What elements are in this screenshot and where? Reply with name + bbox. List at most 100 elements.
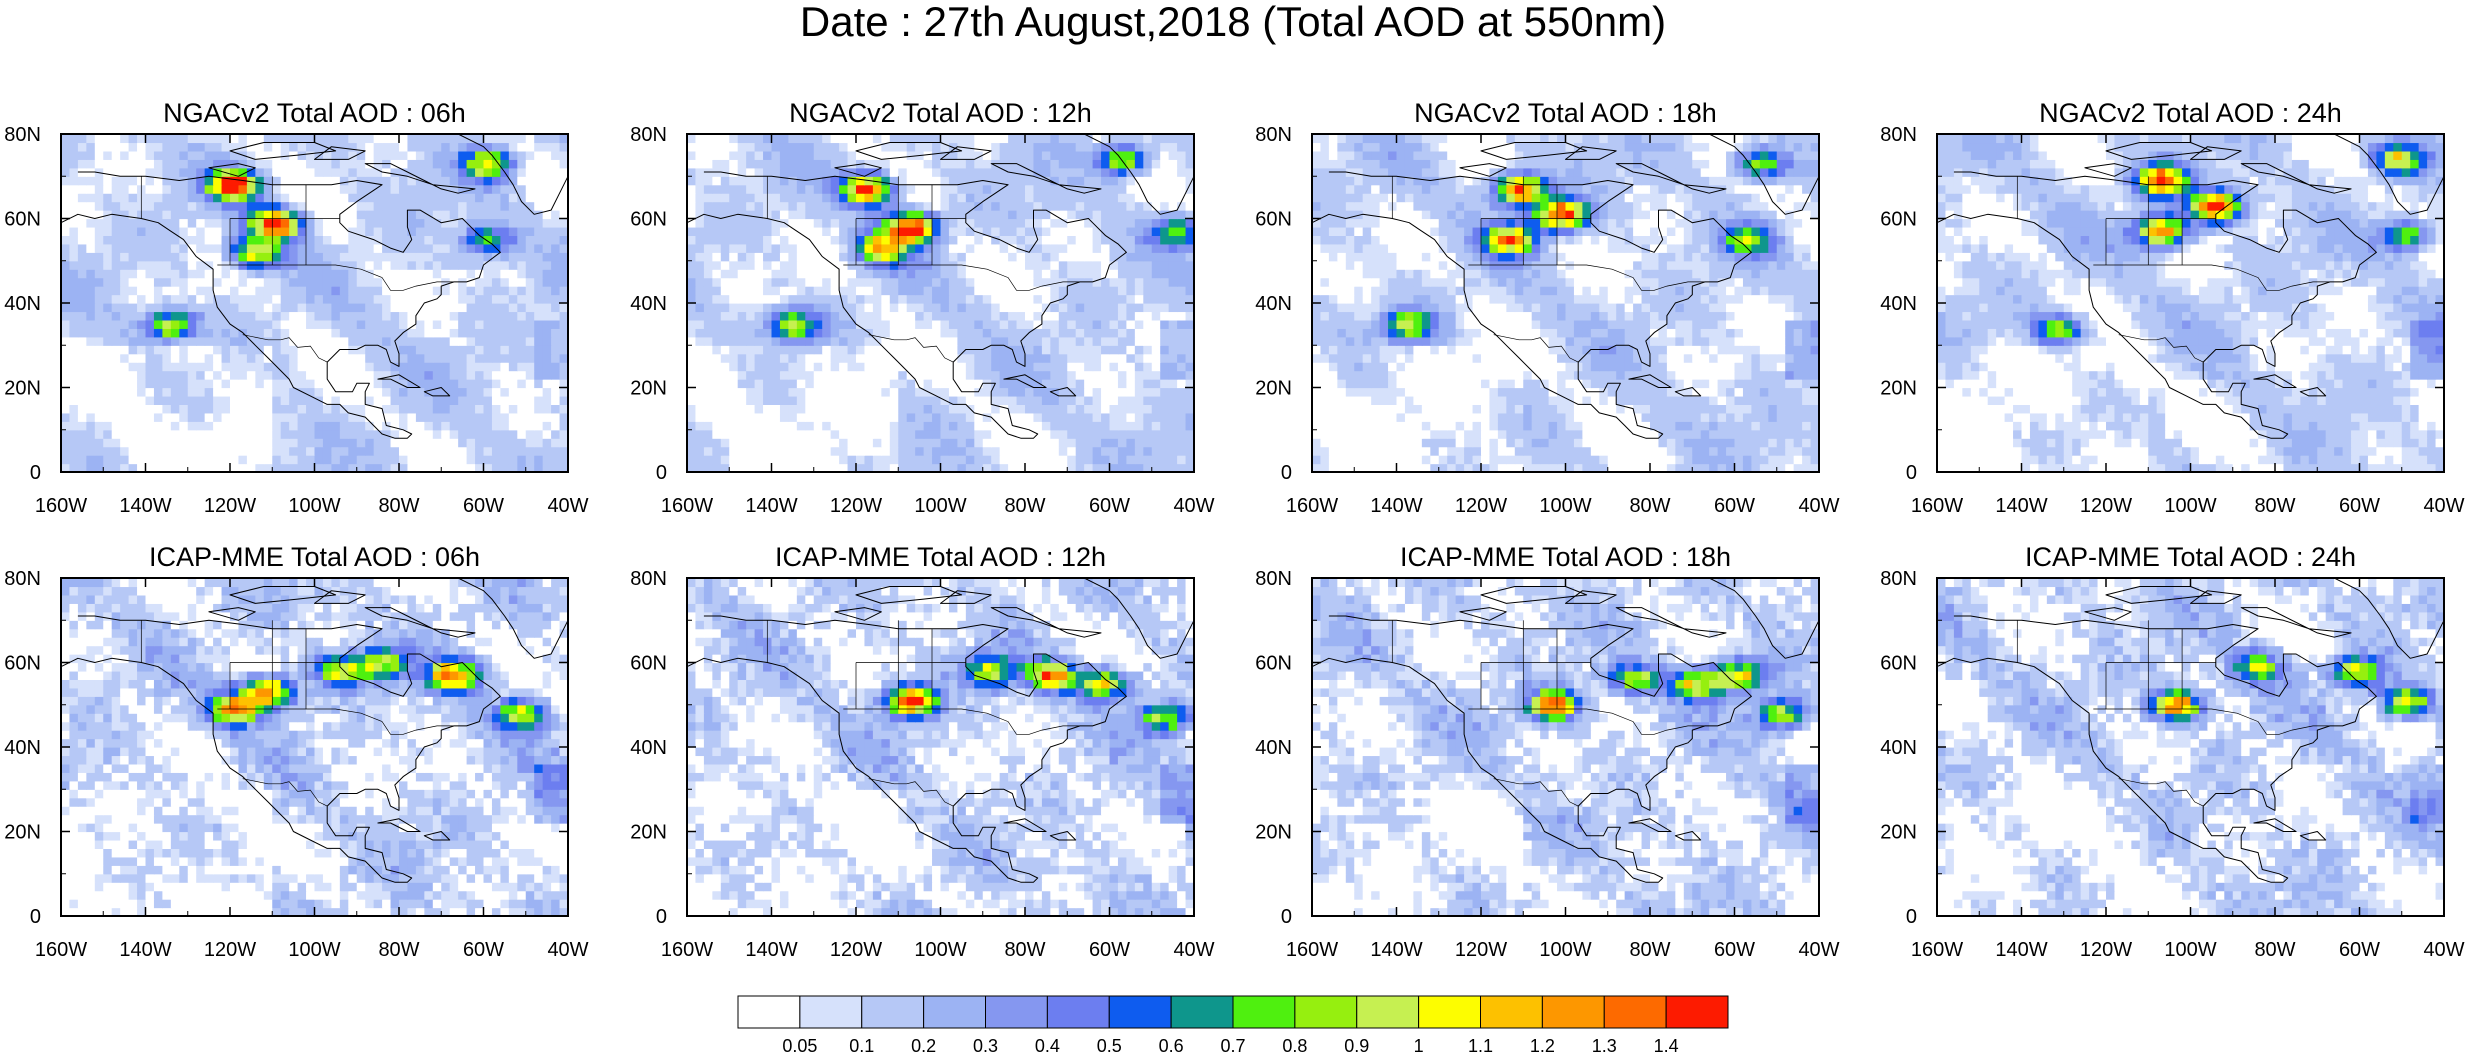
coastline-hispaniola bbox=[1674, 831, 1702, 841]
coastline-baffin bbox=[1615, 163, 1727, 194]
coastline-hispaniola bbox=[423, 387, 451, 397]
x-tick-label: 80W bbox=[378, 939, 419, 961]
x-tick-label: 60W bbox=[1714, 495, 1755, 517]
coastline-greenland bbox=[2333, 578, 2444, 659]
panel-title: NGACv2 Total AOD : 12h bbox=[789, 98, 1092, 128]
x-tick-label: 140W bbox=[1370, 495, 1422, 517]
borders bbox=[1391, 176, 1705, 363]
coastline-arctic-island bbox=[1459, 607, 1507, 621]
border-line bbox=[843, 708, 1080, 735]
border-line bbox=[1468, 708, 1705, 735]
coastline-arctic-island bbox=[2084, 163, 2132, 177]
x-tick-label: 160W bbox=[1286, 495, 1338, 517]
y-tick-label: 0 bbox=[656, 462, 667, 484]
border-line bbox=[1468, 264, 1705, 291]
coastline-north-america bbox=[61, 171, 501, 439]
coastline-baffin bbox=[2240, 607, 2352, 638]
y-tick-label: 60N bbox=[4, 653, 41, 675]
x-tick-label: 100W bbox=[288, 495, 340, 517]
coastline-arctic-island bbox=[229, 586, 337, 604]
colorbar-label: 0.2 bbox=[911, 1036, 936, 1056]
x-tick-label: 80W bbox=[1629, 939, 1670, 961]
colorbar-box bbox=[1665, 995, 1729, 1029]
y-tick-label: 60N bbox=[630, 653, 667, 675]
coastline-arctic-island bbox=[1480, 142, 1588, 160]
coastline-cuba bbox=[2253, 374, 2297, 388]
x-tick-label: 140W bbox=[119, 939, 171, 961]
borders bbox=[2016, 176, 2330, 363]
x-tick-label: 120W bbox=[1455, 495, 1507, 517]
x-tick-label: 40W bbox=[2423, 939, 2464, 961]
x-tick-label: 100W bbox=[1539, 495, 1591, 517]
map-panel: ICAP-MME Total AOD : 06h 160W 140W 120W 100W… bbox=[4, 542, 588, 961]
y-tick-label: 60N bbox=[1255, 209, 1292, 231]
coastline-north-america bbox=[1312, 615, 1752, 883]
map-panel: ICAP-MME Total AOD : 18h 160W 140W 120W 100W… bbox=[1255, 542, 1839, 961]
x-tick-label: 40W bbox=[1173, 495, 1214, 517]
coastline-hispaniola bbox=[1049, 831, 1077, 841]
coastline-arctic-island bbox=[2084, 607, 2132, 621]
y-tick-label: 80N bbox=[4, 124, 41, 146]
coastline bbox=[1312, 134, 1819, 439]
coastline bbox=[1312, 578, 1819, 883]
borders bbox=[140, 176, 454, 363]
colorbar-box bbox=[1046, 995, 1110, 1029]
colorbar-box bbox=[1232, 995, 1296, 1029]
panel-title: NGACv2 Total AOD : 06h bbox=[163, 98, 466, 128]
coastline-cuba bbox=[2253, 818, 2297, 832]
x-tick-label: 140W bbox=[119, 495, 171, 517]
border-line bbox=[843, 264, 1080, 291]
aod-field bbox=[61, 134, 568, 472]
aod-field bbox=[1937, 578, 2444, 916]
colorbar-label: 1.4 bbox=[1654, 1036, 1679, 1056]
coastline-cuba bbox=[1003, 374, 1047, 388]
panel-title: ICAP-MME Total AOD : 12h bbox=[775, 542, 1106, 572]
x-tick-label: 40W bbox=[547, 939, 588, 961]
border-line bbox=[1493, 334, 1579, 363]
coastline-arctic-island bbox=[2190, 146, 2242, 160]
x-tick-label: 160W bbox=[35, 495, 87, 517]
y-tick-label: 20N bbox=[1255, 822, 1292, 844]
x-tick-label: 80W bbox=[1004, 495, 1045, 517]
colorbar-box bbox=[985, 995, 1048, 1029]
coastline-arctic-island bbox=[2105, 142, 2213, 160]
colorbar-box bbox=[1603, 995, 1667, 1029]
x-tick-label: 100W bbox=[2164, 495, 2216, 517]
coastline-arctic-island bbox=[855, 586, 963, 604]
x-tick-label: 100W bbox=[1539, 939, 1591, 961]
coastline-baffin bbox=[990, 607, 1102, 638]
coastline-arctic-island bbox=[1565, 590, 1617, 604]
border-line bbox=[242, 334, 328, 363]
colorbar-label: 0.5 bbox=[1097, 1036, 1122, 1056]
coastline-cuba bbox=[377, 374, 421, 388]
y-tick-label: 40N bbox=[1880, 737, 1917, 759]
colorbar-label: 0.05 bbox=[782, 1036, 817, 1056]
colorbar-box bbox=[737, 995, 801, 1029]
colorbar-box bbox=[1294, 995, 1358, 1029]
coastline-north-america bbox=[1312, 171, 1752, 439]
y-tick-label: 0 bbox=[656, 906, 667, 928]
y-tick-label: 80N bbox=[1255, 568, 1292, 590]
colorbar-box bbox=[923, 995, 986, 1029]
border-line bbox=[868, 334, 954, 363]
x-tick-label: 80W bbox=[1004, 939, 1045, 961]
colorbar: 0.05 0.1 0.2 0.3 0.4 0.5 0.6 0.7 0.8 0.9 1 1.1 1.2 1.… bbox=[737, 995, 1729, 1056]
y-tick-label: 20N bbox=[4, 822, 41, 844]
y-tick-label: 40N bbox=[1880, 293, 1917, 315]
colorbar-label: 0.1 bbox=[849, 1036, 874, 1056]
y-tick-label: 40N bbox=[630, 737, 667, 759]
coastline-arctic-island bbox=[1459, 163, 1507, 177]
x-tick-label: 60W bbox=[463, 495, 504, 517]
y-tick-label: 60N bbox=[1255, 653, 1292, 675]
coastline-arctic-island bbox=[229, 142, 337, 160]
x-tick-label: 40W bbox=[547, 495, 588, 517]
coastline-greenland bbox=[1083, 578, 1194, 659]
coastline-baffin bbox=[364, 607, 476, 638]
borders bbox=[1391, 620, 1705, 807]
y-tick-label: 40N bbox=[1255, 737, 1292, 759]
x-tick-label: 60W bbox=[1714, 939, 1755, 961]
x-tick-label: 40W bbox=[1173, 939, 1214, 961]
y-tick-label: 80N bbox=[630, 124, 667, 146]
x-tick-label: 40W bbox=[1798, 939, 1839, 961]
x-tick-label: 120W bbox=[830, 495, 882, 517]
